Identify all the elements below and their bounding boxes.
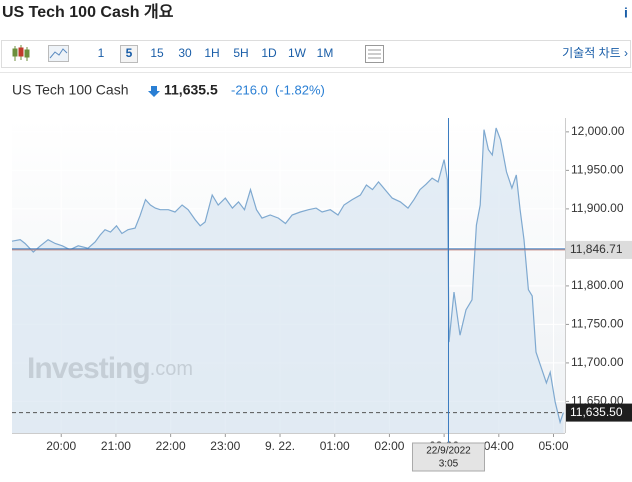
interval-button[interactable]: 1 (98, 46, 105, 60)
x-tick-label: 22:00 (156, 439, 186, 453)
x-tick-label: 04:00 (484, 439, 514, 453)
interval-button[interactable]: 1M (317, 46, 334, 60)
toolbar (1, 40, 631, 68)
interval-button[interactable]: 5 (126, 46, 133, 60)
quote-change-pct: (-1.82%) (275, 82, 325, 97)
quote-change: -216.0 (231, 82, 268, 97)
interval-button[interactable]: 5H (233, 46, 248, 60)
y-tick-label: 11,950.00 (571, 163, 624, 177)
price-label: 11,635.50 (570, 405, 623, 419)
down-arrow (148, 86, 160, 97)
interval-button[interactable]: 30 (178, 46, 192, 60)
interval-button[interactable]: 1W (288, 46, 307, 60)
table-icon[interactable] (365, 45, 384, 63)
x-tick-label: 05:00 (538, 439, 568, 453)
y-tick-label: 12,000.00 (571, 124, 625, 138)
selected-interval-box (120, 45, 138, 63)
interval-button[interactable]: 1D (261, 46, 277, 60)
technical-chart-link[interactable]: 기술적 차트 › (562, 46, 628, 60)
y-tick-label: 11,900.00 (571, 201, 624, 215)
x-tick-label: 9. 22. (265, 439, 295, 453)
price-label-box (566, 240, 632, 259)
area (12, 128, 564, 433)
quote-name: US Tech 100 Cash (12, 82, 128, 98)
crosshair-date: 22/9/2022 (426, 446, 471, 457)
crosshair-time: 3:05 (439, 459, 459, 470)
area-icon[interactable] (48, 45, 69, 62)
page-title: US Tech 100 Cash 개요 (2, 2, 174, 21)
price-label-box (566, 403, 632, 422)
y-tick-label: 11,800.00 (571, 278, 624, 292)
x-tick-label: 20:00 (46, 439, 76, 453)
y-tick-label: 11,750.00 (571, 317, 624, 331)
info-button[interactable]: i (624, 5, 628, 21)
crosshair-label-box (411, 442, 485, 472)
x-tick-label: 23:00 (210, 439, 240, 453)
candle-icon[interactable] (12, 45, 30, 61)
price-label: 11,846.71 (570, 242, 623, 256)
x-tick-label: 01:00 (320, 439, 350, 453)
x-tick-label: 02:00 (374, 439, 404, 453)
x-tick-label: 21:00 (101, 439, 131, 453)
price-line (11, 127, 564, 425)
interval-button[interactable]: 1H (204, 46, 219, 60)
y-tick-label: 11,700.00 (571, 355, 624, 369)
quote-price: 11,635.5 (164, 82, 218, 98)
interval-button[interactable]: 15 (150, 46, 164, 60)
